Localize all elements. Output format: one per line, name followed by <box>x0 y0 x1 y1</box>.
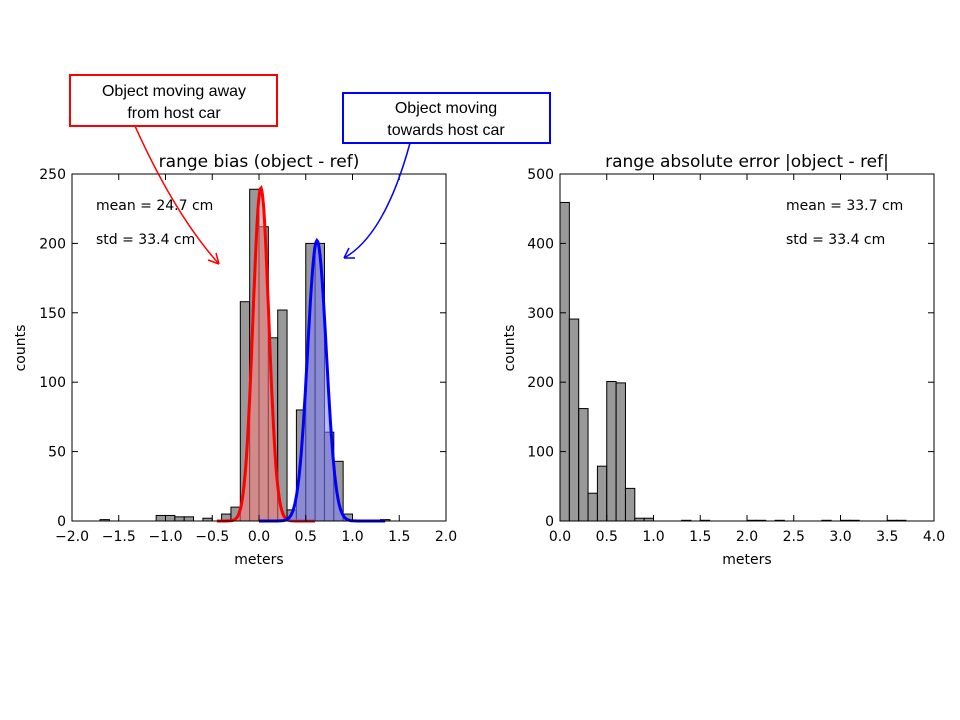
histogram-bar <box>165 514 176 522</box>
range-absolute-error-chart: range absolute error |object - ref| 0.0 0… <box>502 152 945 568</box>
y-tick-label: 200 <box>527 375 554 391</box>
density-fill <box>259 240 386 521</box>
y-tick-label: 150 <box>39 306 66 322</box>
chart-title: range absolute error |object - ref| <box>605 152 889 172</box>
y-tick-label: 500 <box>527 167 554 183</box>
arrow-head <box>207 252 220 265</box>
x-axis-label: meters <box>234 552 283 568</box>
histogram-bar <box>606 381 617 522</box>
histogram-bar <box>587 492 598 522</box>
x-tick-label: 0.5 <box>596 529 618 545</box>
histogram-bar <box>174 516 185 522</box>
y-tick-label: 0 <box>57 514 66 530</box>
annotation-box <box>69 74 278 127</box>
mean-label: mean = 33.7 cm <box>786 198 903 214</box>
range-bias-chart: range bias (object - ref) −2.0 −1.5 −1.0 −0… <box>13 152 457 568</box>
x-tick-label: 0.0 <box>248 529 270 545</box>
x-tick-label: 0.5 <box>295 529 317 545</box>
x-tick-label: −2.0 <box>55 529 89 545</box>
histogram-bar <box>578 408 589 522</box>
density-fill <box>216 188 316 521</box>
x-tick-label: −1.5 <box>102 529 136 545</box>
x-tick-label: 4.0 <box>923 529 945 545</box>
annotation-line-2: towards host car <box>387 122 505 139</box>
x-tick-label: 1.5 <box>689 529 711 545</box>
x-tick-label: 0.0 <box>549 529 571 545</box>
y-tick-label: 100 <box>527 445 554 461</box>
annotation-arrow <box>134 125 220 265</box>
x-tick-label: 1.0 <box>341 529 363 545</box>
x-tick-label: 1.5 <box>388 529 410 545</box>
y-tick-label: 200 <box>39 236 66 252</box>
histogram-bar <box>568 318 580 522</box>
y-axis-label: counts <box>502 325 518 372</box>
histogram-bar <box>155 514 166 522</box>
annotation-box <box>342 92 551 144</box>
x-tick-label: 3.5 <box>876 529 898 545</box>
std-label: std = 33.4 cm <box>786 232 885 248</box>
y-tick-label: 250 <box>39 167 66 183</box>
histogram-bar <box>615 382 626 522</box>
x-tick-label: −0.5 <box>195 529 229 545</box>
y-tick-label: 300 <box>527 306 554 322</box>
y-axis-label: counts <box>13 325 29 372</box>
y-tick-label: 400 <box>527 236 554 252</box>
x-tick-label: 2.0 <box>736 529 758 545</box>
axis-ticks: −2.0 −1.5 −1.0 −0.5 0.0 0.5 1.0 1.5 2.0 0 50 100 150… <box>39 167 457 545</box>
annotation-arrow <box>343 142 411 259</box>
annotation-line-1: Object moving away <box>102 83 246 100</box>
y-tick-label: 0 <box>545 514 554 530</box>
axis-ticks: 0.0 0.5 1.0 1.5 2.0 2.5 3.0 3.5 4.0 0 100 200 300 400… <box>527 167 945 545</box>
annotation-towards: Object moving towards host car <box>342 92 551 259</box>
x-tick-label: 2.0 <box>435 529 457 545</box>
mean-label: mean = 24.7 cm <box>96 198 213 214</box>
annotation-line-1: Object moving <box>395 100 497 117</box>
x-tick-label: 2.5 <box>783 529 805 545</box>
annotation-line-2: from host car <box>127 105 221 122</box>
x-axis-label: meters <box>722 552 771 568</box>
y-tick-label: 100 <box>39 375 66 391</box>
x-tick-label: 3.0 <box>829 529 851 545</box>
x-tick-label: −1.0 <box>149 529 183 545</box>
histogram-bar <box>596 465 608 522</box>
arrow-head <box>343 247 355 259</box>
histogram-bar <box>559 201 570 522</box>
x-tick-label: 1.0 <box>642 529 664 545</box>
annotation-away: Object moving away from host car <box>69 74 278 265</box>
histogram-bar <box>624 487 636 522</box>
std-label: std = 33.4 cm <box>96 232 195 248</box>
histogram-bar <box>183 516 195 522</box>
chart-title: range bias (object - ref) <box>159 152 360 172</box>
y-tick-label: 50 <box>48 445 66 461</box>
